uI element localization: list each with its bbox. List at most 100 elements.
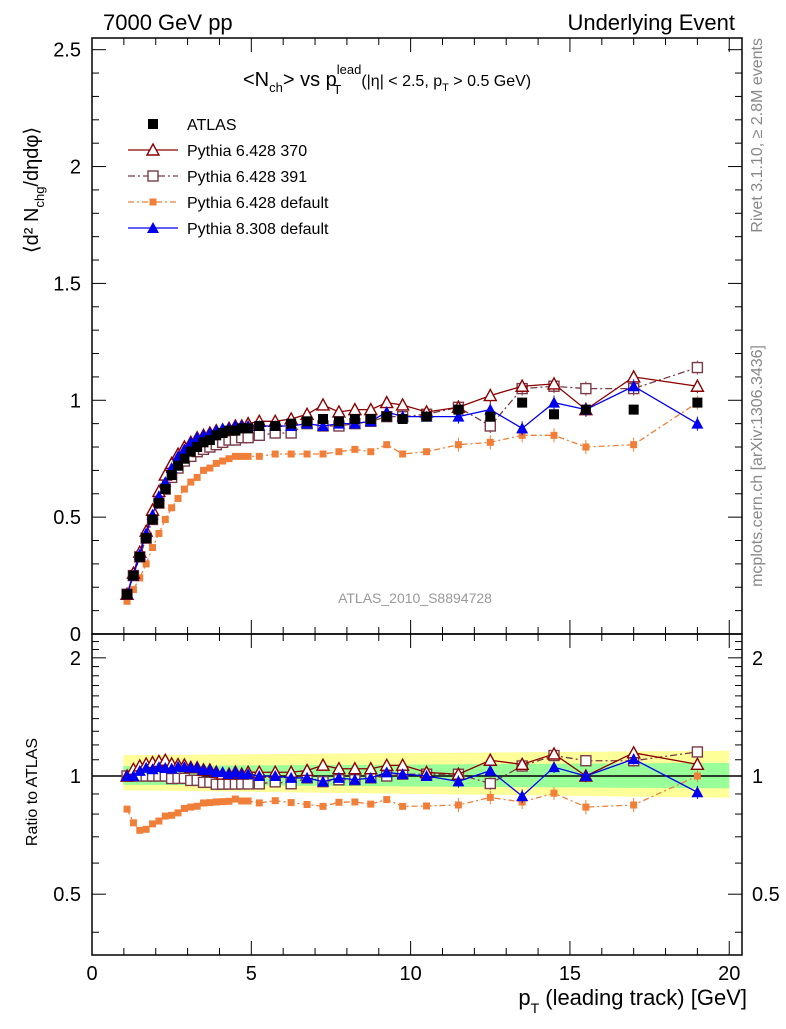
axes: 0 5 10 15 20 0 0.5 1 1.5 2 2.5 0.5 0.5 1 1 2 2 [53, 38, 780, 985]
atlas-point [421, 411, 432, 422]
pythia-6-428-default-ratio-point [123, 805, 131, 813]
atlas-point [122, 589, 133, 600]
atlas-point [302, 416, 313, 427]
main-panel-series [119, 360, 705, 605]
pythia-6-428-default-ratio-point [142, 825, 150, 833]
pythia-6-428-default-point [486, 438, 494, 446]
pythia-6-428-default-ratio-point [225, 797, 233, 805]
analysis-id-label: ATLAS_2010_S8894728 [338, 590, 492, 606]
atlas-point [243, 423, 254, 434]
atlas-point [179, 453, 190, 464]
pythia-6-428-370-ratio-point [546, 746, 562, 760]
pythia-6-428-default-ratio-point [319, 802, 327, 810]
pythia-6-428-default-point [582, 443, 590, 451]
pythia-8-308-default-point [516, 422, 529, 434]
atlas-point [173, 460, 184, 471]
pythia-6-428-default-point [367, 448, 375, 456]
pythia-6-428-default-point [123, 597, 131, 605]
legend-label-pythia-6-428-391: Pythia 6.428 391 [187, 169, 307, 186]
ratio-panel-frame [91, 633, 743, 956]
mcplots-label: mcplots.cern.ch [arXiv:1306.3436] [749, 345, 766, 587]
pythia-6-428-default-point [219, 457, 227, 465]
pythia-8-308-default-ratio-point [348, 773, 361, 785]
pythia-6-428-default-point [454, 441, 462, 449]
pythia-6-428-default-ratio-point [174, 809, 182, 817]
atlas-point [286, 418, 297, 429]
pythia-6-428-370-ratio-point [315, 757, 331, 771]
atlas-point [166, 470, 177, 481]
atlas-point [270, 420, 281, 431]
ratio-y-tick-label-right: 2 [752, 648, 763, 670]
pythia-8-308-default-ratio-point [242, 768, 255, 780]
pythia-8-308-default-ratio-point [484, 764, 497, 776]
pythia-6-428-default-point [225, 455, 233, 463]
atlas-point [365, 413, 376, 424]
pythia-6-428-default-ratio-point [200, 799, 208, 807]
pythia-6-428-370-point [690, 378, 705, 392]
pythia-6-428-default-ratio-point [129, 819, 137, 827]
pythia-6-428-391-point [242, 431, 254, 444]
legend-marker-pythia-6-428-370 [145, 142, 161, 156]
pythia-6-428-default-point [238, 452, 246, 460]
pythia-6-428-370-point [395, 397, 410, 411]
pythia-6-428-default-ratio-point [303, 800, 311, 808]
atlas-point [549, 409, 560, 420]
atlas-point [198, 437, 209, 448]
pythia-6-428-default-ratio-point [206, 799, 214, 807]
header-right-label: Underlying Event [567, 10, 735, 35]
y-tick-label: 2.5 [53, 40, 81, 62]
pythia-6-428-default-ratio-point [212, 798, 220, 806]
x-tick-label: 10 [400, 963, 422, 985]
pythia-8-308-default-ratio-point [191, 761, 204, 773]
pythia-6-428-default-point [155, 529, 163, 537]
pythia-6-428-391-ratio-point [691, 746, 704, 758]
pythia-6-428-391-point [580, 382, 592, 395]
pythia-8-308-default-ratio-point [285, 771, 298, 783]
atlas-point [160, 484, 171, 495]
pythia-6-428-default-point [206, 464, 214, 472]
atlas-point [333, 416, 344, 427]
legend-marker-pythia-6-428-391 [147, 170, 159, 182]
pythia-8-308-default-ratio-point [253, 770, 266, 782]
atlas-point [254, 420, 265, 431]
pythia-6-428-391-ratio-point [242, 778, 254, 790]
pythia-8-308-default-ratio-point [691, 786, 704, 798]
y-tick-label: 0.5 [53, 507, 81, 529]
atlas-point [211, 430, 222, 441]
pythia-8-308-default-ratio-point [364, 771, 377, 783]
pythia-8-308-default-ratio-point [548, 761, 561, 773]
pythia-8-308-default-point [452, 410, 465, 422]
pythia-8-308-default-ratio-point [627, 753, 640, 765]
pythia-6-428-default-point [399, 450, 407, 458]
y-tick-label: 1.5 [53, 273, 81, 295]
pythia-6-428-default-ratio-point [149, 820, 157, 828]
atlas-point [128, 570, 139, 581]
pythia-6-428-default-ratio-point [693, 772, 701, 780]
ratio-y-tick-label-right: 1 [752, 766, 763, 788]
pythia-6-428-default-point [630, 441, 638, 449]
pythia-6-428-391-point [253, 429, 265, 442]
pythia-6-428-default-ratio-point [351, 798, 359, 806]
pythia-6-428-370-point [546, 376, 562, 390]
pythia-6-428-default-ratio-point [180, 804, 188, 812]
atlas-point [318, 413, 329, 424]
legend-marker-pythia-8-308-default [147, 222, 159, 233]
pythia-6-428-370-point [315, 397, 331, 411]
legend: ATLAS Pythia 6.428 370 Pythia 6.428 391 Pyt… [128, 117, 329, 238]
pythia-6-428-default-point [161, 515, 169, 523]
atlas-point [204, 435, 215, 446]
pythia-6-428-default-point [271, 450, 279, 458]
ratio-y-tick-label: 1 [70, 766, 81, 788]
pythia-6-428-default-point [550, 431, 558, 439]
pythia-6-428-default-point [129, 586, 137, 594]
pythia-6-428-default-point [287, 450, 295, 458]
legend-label-atlas: ATLAS [187, 117, 237, 134]
pythia-6-428-default-ratio-point [287, 799, 295, 807]
pythia-6-428-default-ratio-point [630, 801, 638, 809]
pythia-6-428-391-line [126, 366, 698, 595]
pythia-6-428-default-point [187, 478, 195, 486]
pythia-6-428-default-point [180, 485, 188, 493]
legend-marker-pythia-6-428-default [149, 198, 157, 206]
pythia-8-308-default-ratio-point [317, 775, 330, 787]
